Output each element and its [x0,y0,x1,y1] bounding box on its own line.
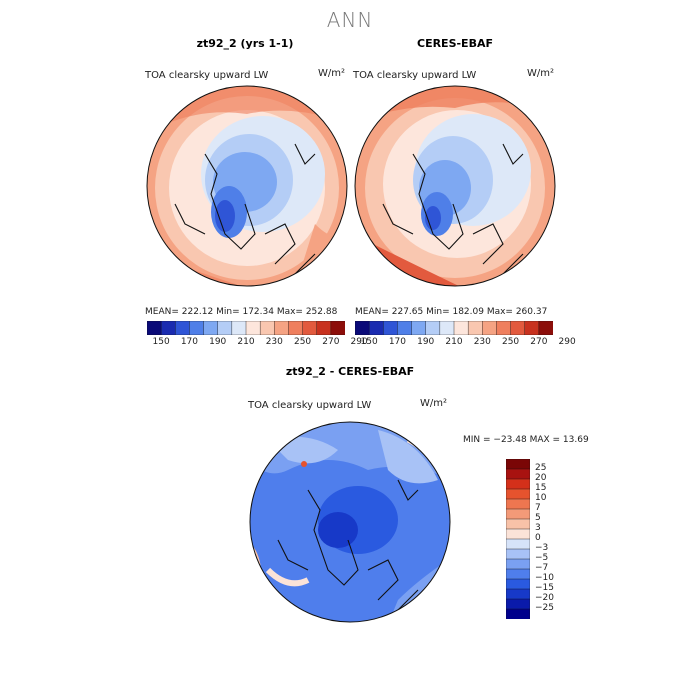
colorbar-swatch [274,321,290,335]
obs-variable-label: TOA clearsky upward LW [353,70,477,81]
colorbar-swatch [538,321,553,335]
colorbar-swatch [316,321,332,335]
colorbar-swatch [506,608,530,619]
colorbar-swatch [302,321,318,335]
colorbar-tick-label: 0 [535,533,541,543]
colorbar-tick-label: 190 [417,337,435,347]
colorbar-swatch [506,528,530,540]
colorbar-swatch [506,468,530,480]
model-stats: MEAN= 222.12 Min= 172.34 Max= 252.88 [145,307,338,317]
obs-polar-map [354,85,556,287]
colorbar-swatch [397,321,413,335]
colorbar-tick-label: 270 [530,337,548,347]
model-variable-label: TOA clearsky upward LW [145,70,269,81]
colorbar-tick-label: −15 [535,583,554,593]
colorbar-tick-label: −25 [535,603,554,613]
colorbar-swatch [482,321,498,335]
colorbar-swatch [453,321,469,335]
colorbar-tick-label: 230 [265,337,283,347]
main-title: ANN [326,8,374,32]
colorbar-swatch [259,321,275,335]
colorbar-swatch [510,321,526,335]
colorbar-swatch [203,321,219,335]
colorbar-tick-label: 250 [501,337,520,347]
colorbar-tick-label: 170 [180,337,199,347]
colorbar-tick-label: 150 [360,337,378,347]
colorbar-tick-label: 5 [535,513,541,523]
colorbar-swatch [506,478,530,490]
colorbar-swatch [506,459,530,470]
colorbar-swatch [439,321,455,335]
obs-panel-title: CERES-EBAF [417,37,493,50]
colorbar-swatch [231,321,247,335]
colorbar-swatch [506,598,530,610]
colorbar-swatch [506,538,530,550]
colorbar-tick-label: 290 [558,337,576,347]
colorbar-tick-label: 230 [473,337,491,347]
colorbar-swatch [496,321,512,335]
colorbar-swatch [288,321,304,335]
colorbar-tick-label: 170 [388,337,407,347]
colorbar-tick-label: 25 [535,463,547,473]
diff-polar-map [249,421,451,623]
colorbar-swatch [506,568,530,580]
colorbar-tick-label: −5 [535,553,549,563]
colorbar-swatch [217,321,233,335]
colorbar-swatch [355,321,370,335]
colorbar-tick-label: 210 [237,337,255,347]
colorbar-swatch [175,321,191,335]
obs-stats: MEAN= 227.65 Min= 182.09 Max= 260.37 [355,307,548,317]
colorbar-swatch [506,588,530,600]
colorbar-swatch [368,321,384,335]
colorbar-tick-label: 15 [535,483,547,493]
colorbar-swatch [524,321,540,335]
colorbar-tick-label: 270 [322,337,340,347]
model-panel-title: zt92_2 (yrs 1-1) [196,37,294,50]
model-colorbar-ticks: 150 170 190 210 230 250 270 290 [147,337,368,349]
colorbar-swatch [160,321,176,335]
colorbar-swatch [506,558,530,570]
colorbar-tick-label: 150 [152,337,170,347]
colorbar-swatch [245,321,261,335]
colorbar-swatch [330,321,345,335]
diff-colorbar-ticks: 25 20 15 10 7 5 3 0 −3 −5 −7 −10 −15 −20 −25 [535,459,575,619]
diff-variable-label: TOA clearsky upward LW [248,400,372,411]
obs-colorbar [355,321,553,335]
colorbar-tick-label: −20 [535,593,554,603]
model-colorbar [147,321,345,335]
colorbar-swatch [411,321,427,335]
colorbar-tick-label: 20 [535,473,547,483]
colorbar-tick-label: 290 [350,337,368,347]
colorbar-tick-label: −10 [535,573,554,583]
colorbar-swatch [506,518,530,530]
colorbar-swatch [147,321,162,335]
colorbar-swatch [425,321,441,335]
colorbar-tick-label: −7 [535,563,549,573]
obs-colorbar-ticks: 150 170 190 210 230 250 270 290 [355,337,576,349]
colorbar-swatch [467,321,483,335]
diff-units-label: W/m² [420,398,448,409]
colorbar-tick-label: −3 [535,543,549,553]
colorbar-swatch [506,488,530,500]
model-polar-map [146,85,348,287]
model-units-label: W/m² [318,68,346,79]
diff-colorbar [506,459,530,619]
colorbar-tick-label: 7 [535,503,541,513]
diff-panel-title: zt92_2 - CERES-EBAF [285,365,415,378]
obs-units-label: W/m² [527,68,555,79]
colorbar-tick-label: 190 [209,337,227,347]
colorbar-swatch [189,321,205,335]
colorbar-tick-label: 210 [445,337,463,347]
colorbar-swatch [506,508,530,520]
diff-stats: MIN = −23.48 MAX = 13.69 [463,435,589,445]
colorbar-swatch [506,498,530,510]
colorbar-tick-label: 250 [293,337,312,347]
colorbar-tick-label: 10 [535,493,547,503]
colorbar-swatch [506,578,530,590]
colorbar-swatch [506,548,530,560]
colorbar-tick-label: 3 [535,523,541,533]
colorbar-swatch [383,321,399,335]
